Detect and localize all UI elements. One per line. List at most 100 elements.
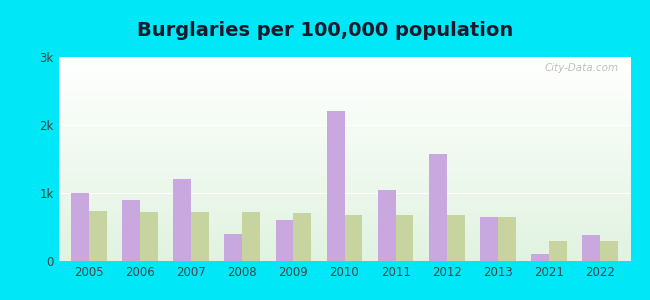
Bar: [58, 91, 630, 92]
Bar: [58, 251, 630, 252]
Bar: [58, 197, 630, 198]
Bar: [447, 215, 465, 261]
Bar: [72, 193, 89, 261]
Bar: [58, 222, 630, 223]
Bar: [58, 112, 630, 113]
Bar: [58, 125, 630, 126]
Bar: [58, 148, 630, 149]
Bar: [89, 212, 107, 261]
Bar: [58, 235, 630, 236]
Bar: [58, 192, 630, 193]
Bar: [58, 242, 630, 243]
Bar: [58, 151, 630, 152]
Bar: [58, 228, 630, 230]
Bar: [58, 93, 630, 94]
Bar: [58, 174, 630, 175]
Bar: [58, 224, 630, 225]
Bar: [58, 238, 630, 240]
Bar: [58, 185, 630, 187]
Bar: [58, 82, 630, 83]
Bar: [58, 85, 630, 87]
Bar: [58, 70, 630, 71]
Bar: [326, 111, 344, 261]
Bar: [58, 154, 630, 155]
Bar: [58, 198, 630, 199]
Bar: [58, 108, 630, 109]
Bar: [531, 254, 549, 261]
Bar: [58, 68, 630, 69]
Bar: [58, 98, 630, 99]
Bar: [58, 257, 630, 258]
Bar: [58, 215, 630, 216]
Bar: [58, 241, 630, 242]
Bar: [58, 136, 630, 138]
Bar: [58, 254, 630, 255]
Bar: [58, 170, 630, 171]
Bar: [58, 213, 630, 214]
Bar: [58, 83, 630, 85]
Bar: [58, 105, 630, 106]
Bar: [480, 217, 498, 261]
Bar: [600, 241, 618, 261]
Bar: [58, 216, 630, 217]
Bar: [58, 214, 630, 215]
Bar: [58, 92, 630, 93]
Bar: [58, 240, 630, 241]
Bar: [58, 221, 630, 222]
Bar: [58, 119, 630, 120]
Bar: [58, 258, 630, 259]
Bar: [58, 173, 630, 174]
Bar: [58, 101, 630, 102]
Bar: [58, 71, 630, 72]
Bar: [582, 235, 600, 261]
Bar: [58, 116, 630, 117]
Bar: [58, 147, 630, 148]
Bar: [58, 141, 630, 142]
Bar: [58, 85, 630, 86]
Bar: [58, 166, 630, 167]
Bar: [58, 152, 630, 153]
Bar: [58, 120, 630, 121]
Bar: [58, 139, 630, 140]
Bar: [58, 250, 630, 251]
Bar: [242, 212, 260, 261]
Bar: [58, 95, 630, 96]
Bar: [58, 94, 630, 95]
Bar: [58, 160, 630, 161]
Bar: [58, 59, 630, 60]
Bar: [58, 64, 630, 65]
Bar: [58, 115, 630, 116]
Bar: [58, 245, 630, 246]
Bar: [58, 138, 630, 139]
Bar: [58, 121, 630, 122]
Bar: [58, 246, 630, 247]
Bar: [58, 128, 630, 129]
Bar: [58, 144, 630, 145]
Bar: [58, 227, 630, 228]
Bar: [58, 210, 630, 211]
Bar: [58, 196, 630, 197]
Bar: [58, 189, 630, 190]
Bar: [58, 109, 630, 110]
Bar: [58, 124, 630, 125]
Bar: [58, 260, 630, 261]
Bar: [122, 200, 140, 261]
Bar: [58, 217, 630, 218]
Bar: [224, 234, 242, 261]
Bar: [58, 80, 630, 82]
Bar: [58, 236, 630, 238]
Bar: [58, 77, 630, 78]
Bar: [58, 175, 630, 176]
Bar: [498, 218, 515, 261]
Bar: [58, 172, 630, 173]
Bar: [58, 126, 630, 128]
Bar: [58, 226, 630, 227]
Bar: [58, 145, 630, 146]
Bar: [58, 99, 630, 100]
Bar: [58, 97, 630, 98]
Bar: [58, 143, 630, 144]
Bar: [58, 63, 630, 64]
Bar: [58, 177, 630, 178]
Bar: [276, 220, 293, 261]
Bar: [58, 58, 630, 59]
